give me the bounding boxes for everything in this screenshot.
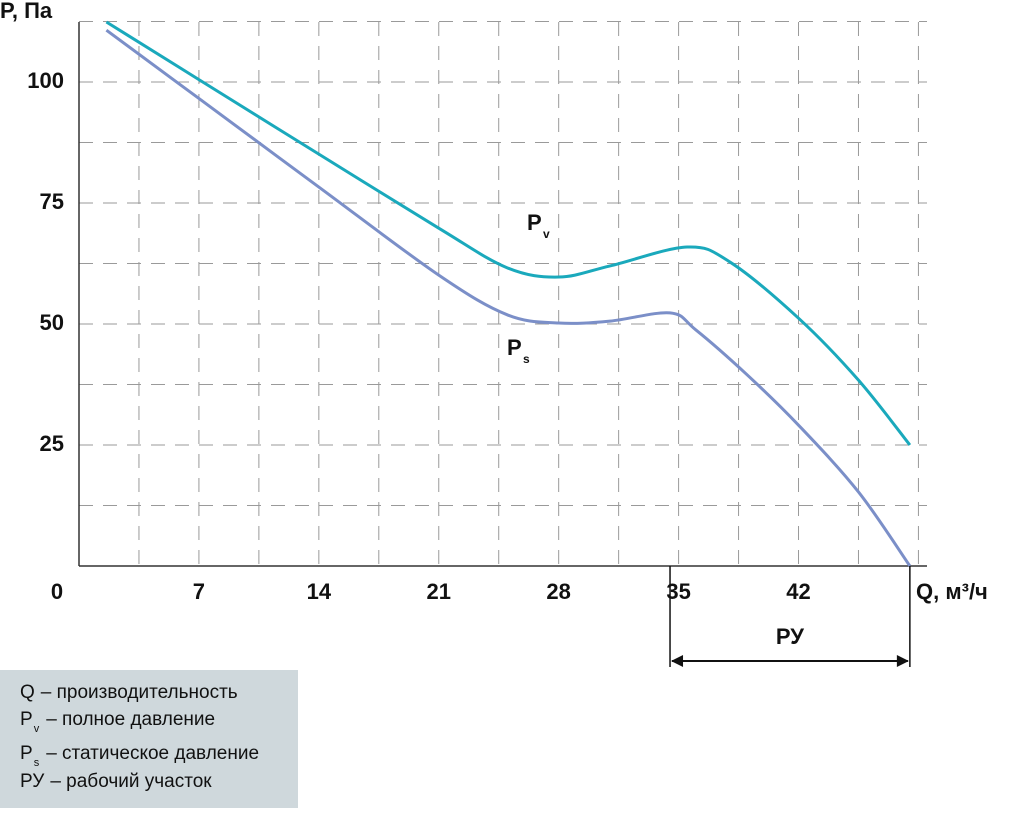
y-axis-title: P, Па — [0, 0, 53, 23]
legend-entry: Q – производительность — [20, 682, 238, 703]
y-tick-label: 25 — [40, 431, 64, 456]
x-tick-label: 21 — [427, 579, 451, 604]
legend-text: – производительность — [41, 682, 238, 703]
x-tick-label: 28 — [546, 579, 570, 604]
curve-label-sub: s — [523, 352, 530, 366]
legend-text: – рабочий участок — [50, 771, 212, 792]
y-tick-label: 50 — [40, 310, 64, 335]
legend-entry: РУ – рабочий участок — [20, 771, 212, 792]
x-tick-label: 14 — [307, 579, 332, 604]
x-tick-label: 7 — [193, 579, 205, 604]
legend-symbol: Q — [20, 682, 35, 703]
x-tick-label: 42 — [786, 579, 810, 604]
curve — [105, 29, 912, 567]
curve — [105, 20, 912, 446]
legend-symbol: P — [20, 709, 33, 730]
y-tick-label: 100 — [27, 68, 64, 93]
legend-symbol: P — [20, 743, 33, 764]
curve-label-main: P — [507, 335, 522, 360]
y-tick-label: 75 — [40, 189, 64, 214]
range-label: РУ — [776, 624, 804, 649]
legend-subscript: v — [34, 723, 40, 735]
x-axis-title: Q, м³/ч — [916, 579, 988, 604]
curve-label-sub: v — [543, 227, 550, 241]
arrow-head — [896, 655, 909, 667]
legend-box — [0, 670, 298, 808]
curve-label-main: P — [527, 210, 542, 235]
arrow-head — [671, 655, 684, 667]
legend-symbol: РУ — [20, 771, 45, 792]
legend-subscript: s — [34, 757, 40, 769]
legend-text: – полное давление — [46, 709, 215, 730]
legend-text: – статическое давление — [46, 743, 259, 764]
x-tick-label: 0 — [51, 579, 63, 604]
